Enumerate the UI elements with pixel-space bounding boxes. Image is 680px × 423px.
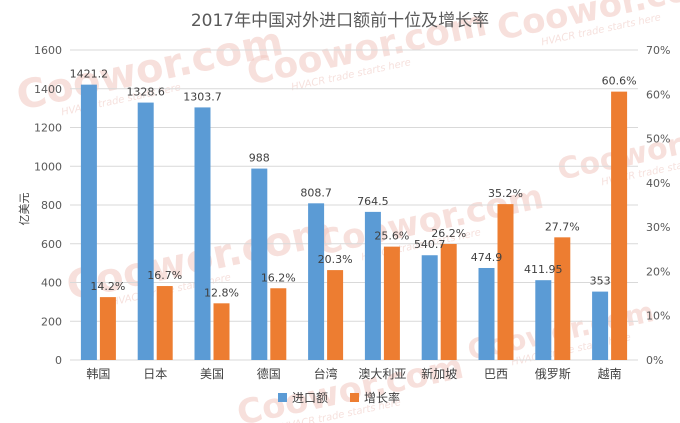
growth-bar (213, 303, 230, 360)
y2-tick-label: 30% (646, 221, 670, 234)
category-label: 俄罗斯 (535, 367, 571, 381)
category-label: 新加坡 (421, 366, 457, 381)
import-bar (478, 267, 495, 360)
legend-swatch-import (278, 393, 287, 402)
category-label: 越南 (598, 366, 622, 381)
y2-tick-label: 40% (646, 177, 670, 190)
growth-bar (440, 243, 457, 360)
growth-data-label: 12.8% (204, 286, 239, 299)
category-labels: 韩国 日本 美国 德国 台湾 澳大利亚 新加坡 巴西 俄罗斯 越南 (86, 366, 621, 381)
left-y-axis: 0 200 400 600 800 1000 1200 1400 1600 (34, 44, 62, 367)
legend-label-import: 进口额 (292, 391, 328, 405)
import-bar (308, 203, 325, 360)
growth-bar (383, 246, 400, 360)
gridlines (70, 49, 638, 361)
category-label: 德国 (257, 366, 281, 381)
import-data-label: 1421.2 (70, 68, 109, 81)
growth-bar (99, 297, 116, 360)
y2-tick-label: 20% (646, 265, 670, 278)
category-label: 美国 (200, 367, 224, 381)
legend: 进口额 增长率 (278, 390, 400, 405)
growth-bar (270, 288, 287, 360)
y2-tick-label: 50% (646, 133, 670, 146)
category-label: 台湾 (314, 366, 338, 381)
import-data-label: 540.7 (414, 238, 446, 251)
y-axis-label: 亿美元 (18, 193, 31, 226)
growth-bar (497, 204, 514, 360)
growth-bar (611, 91, 628, 360)
growth-data-label: 16.7% (147, 269, 182, 282)
category-label: 韩国 (86, 366, 110, 381)
category-label: 日本 (143, 367, 167, 381)
growth-bar (327, 270, 344, 360)
growth-data-label: 60.6% (602, 75, 637, 88)
bars (80, 84, 628, 361)
growth-data-label: 25.6% (374, 230, 409, 243)
y2-tick-label: 0% (646, 354, 663, 367)
import-data-label: 474.9 (471, 251, 503, 264)
import-data-label: 353 (590, 275, 611, 288)
growth-data-label: 20.3% (318, 253, 353, 266)
y2-tick-label: 60% (646, 88, 670, 101)
import-data-label: 808.7 (300, 186, 332, 199)
import-bar (80, 84, 97, 360)
growth-bar (156, 286, 173, 360)
import-bar (535, 280, 552, 360)
chart-title: 2017年中国对外进口额前十位及增长率 (191, 11, 489, 31)
y-tick-label: 600 (41, 238, 62, 251)
import-bar (137, 102, 154, 361)
category-label: 澳大利亚 (358, 367, 406, 381)
import-data-label: 1328.6 (126, 86, 165, 99)
legend-label-growth: 增长率 (364, 390, 400, 405)
growth-data-label: 35.2% (488, 187, 523, 200)
import-bar (364, 211, 381, 360)
y2-tick-label: 10% (646, 310, 670, 323)
import-bar (251, 168, 268, 360)
y-tick-label: 200 (41, 315, 62, 328)
y-tick-label: 800 (41, 199, 62, 212)
growth-data-label: 27.7% (545, 220, 580, 233)
category-label: 巴西 (484, 367, 508, 381)
growth-data-label: 14.2% (90, 280, 125, 293)
legend-swatch-growth (350, 393, 359, 402)
import-bar (194, 107, 211, 360)
import-bar (592, 291, 609, 360)
y2-tick-label: 70% (646, 44, 670, 57)
y-tick-label: 1000 (34, 160, 62, 173)
import-data-label: 764.5 (357, 195, 389, 208)
y-tick-label: 1400 (34, 83, 62, 96)
import-bar (421, 255, 438, 360)
growth-data-label: 16.2% (261, 271, 296, 284)
right-y-axis: 0% 10% 20% 30% 40% 50% 60% 70% (646, 44, 670, 367)
growth-data-label: 26.2% (431, 227, 466, 240)
y-tick-label: 1200 (34, 122, 62, 135)
import-data-label: 1303.7 (183, 90, 222, 103)
import-data-label: 988 (249, 152, 270, 165)
import-data-label: 411.95 (524, 263, 563, 276)
data-labels: 1421.2 14.2% 1328.6 16.7% 1303.7 12.8% 988 16.2… (70, 68, 637, 300)
y-tick-label: 400 (41, 277, 62, 290)
y-tick-label: 1600 (34, 44, 62, 57)
growth-bar (554, 237, 571, 360)
y-tick-label: 0 (55, 354, 62, 367)
